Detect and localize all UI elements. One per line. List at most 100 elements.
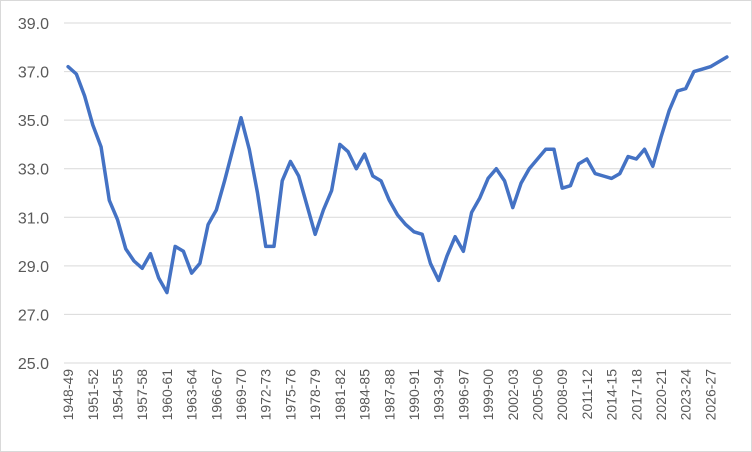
data-point [338, 143, 342, 146]
series-layer [66, 55, 729, 295]
data-point [264, 245, 267, 248]
x-tick-label: 1999-00 [480, 369, 496, 421]
data-point [684, 87, 687, 90]
x-tick-label: 1963-64 [184, 369, 200, 421]
data-point [421, 233, 424, 236]
data-point [239, 116, 243, 119]
x-tick-label: 1954-55 [110, 369, 126, 421]
data-point [470, 211, 473, 214]
data-point [536, 157, 539, 161]
data-point [83, 94, 86, 98]
data-point [602, 174, 605, 178]
data-point [651, 165, 654, 168]
x-tick-label: 1990-91 [406, 369, 422, 421]
x-tick-label: 1978-79 [307, 369, 323, 421]
data-point [700, 67, 704, 71]
x-tick-label: 1957-58 [134, 369, 150, 421]
data-point [659, 135, 663, 139]
data-point [149, 252, 152, 255]
data-point [379, 179, 383, 183]
x-tick-label: 2008-09 [554, 369, 570, 421]
x-tick-label: 1996-97 [455, 369, 471, 421]
data-point [462, 250, 465, 253]
data-point [215, 208, 218, 212]
data-point [206, 223, 210, 226]
data-point [272, 245, 276, 248]
data-point [486, 177, 490, 180]
data-point [223, 179, 226, 183]
data-point [66, 65, 70, 68]
x-tick-label: 2014-15 [604, 369, 620, 421]
data-point [165, 291, 169, 294]
series-line [66, 55, 729, 295]
y-tick-label: 29.0 [18, 259, 49, 276]
data-point [412, 230, 416, 234]
x-tick-label: 1981-82 [332, 369, 348, 421]
data-point [305, 203, 309, 207]
data-point [626, 155, 630, 158]
data-point [91, 123, 95, 127]
data-point [371, 174, 374, 178]
data-point [157, 276, 160, 280]
data-point [511, 206, 514, 209]
data-point [388, 199, 391, 202]
x-tick-label: 1984-85 [357, 369, 373, 421]
data-point [503, 179, 506, 183]
data-point [182, 250, 185, 253]
data-point [725, 55, 729, 59]
x-tick-label: 1972-73 [258, 369, 274, 421]
data-point [281, 179, 284, 183]
x-axis-ticks: 1948-49 1951-52 1954-55 1957-58 1960-61 1963-… [60, 369, 718, 421]
data-point [248, 148, 251, 151]
data-point [256, 191, 259, 195]
data-point [593, 172, 597, 175]
data-point [363, 152, 366, 156]
gridlines [64, 22, 731, 364]
data-point [75, 72, 78, 76]
data-point [124, 247, 127, 251]
data-point [190, 271, 193, 275]
data-point [437, 279, 440, 282]
data-point [322, 208, 325, 212]
y-tick-label: 25.0 [18, 356, 49, 373]
data-point [173, 245, 177, 248]
data-point [141, 267, 144, 270]
y-tick-label: 33.0 [18, 162, 49, 179]
y-axis-ticks: 25.0 27.0 29.0 31.0 33.0 35.0 37.0 39.0 [18, 16, 49, 373]
data-point [453, 235, 457, 238]
data-point [198, 262, 202, 265]
x-tick-label: 1969-70 [233, 369, 249, 421]
data-point [289, 160, 292, 163]
data-point [544, 148, 547, 151]
data-point [346, 150, 350, 153]
data-point [116, 218, 119, 221]
data-point [569, 184, 572, 187]
x-tick-label: 1987-88 [381, 369, 397, 421]
data-point [99, 145, 103, 149]
x-tick-label: 1951-52 [85, 369, 101, 421]
y-tick-label: 35.0 [18, 113, 49, 130]
x-tick-label: 1948-49 [60, 369, 76, 421]
data-point [519, 182, 523, 185]
x-tick-label: 2026-27 [702, 369, 718, 421]
data-point [577, 162, 580, 166]
x-tick-label: 2011-12 [579, 369, 595, 420]
data-point [231, 148, 235, 151]
x-tick-label: 2005-06 [529, 369, 545, 421]
x-tick-label: 2020-21 [653, 369, 669, 421]
data-point [552, 148, 556, 151]
data-point [709, 65, 712, 68]
data-point [668, 109, 671, 112]
x-tick-label: 1993-94 [431, 369, 447, 421]
data-point [717, 60, 720, 64]
y-tick-label: 37.0 [18, 65, 49, 82]
x-tick-label: 2023-24 [678, 369, 694, 421]
data-point [560, 186, 564, 190]
x-tick-label: 1975-76 [282, 369, 298, 421]
data-point [313, 233, 317, 236]
data-point [676, 89, 679, 93]
data-point [330, 189, 333, 192]
data-point [610, 177, 613, 180]
